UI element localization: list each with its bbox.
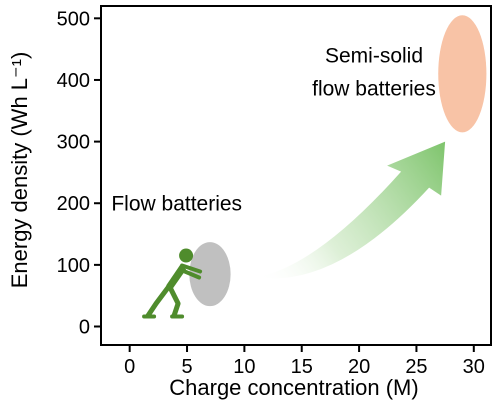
trend-arrow [255,141,446,279]
x-tick-label-25: 25 [405,356,427,378]
y-axis-label: Energy density (Wh L⁻¹) [7,52,32,289]
region-label-semi-solid-line1: Semi-solid [325,45,423,68]
y-axis-ticks: 0 100 200 300 400 500 [57,8,101,339]
y-tick-label-100: 100 [57,255,90,277]
y-tick-label-400: 400 [57,70,90,92]
x-axis-label: Charge concentration (M) [169,375,418,400]
regions-layer [189,15,487,307]
region-label-semi-solid-line2: flow batteries [312,77,436,100]
x-tick-label-5: 5 [181,356,192,378]
x-tick-label-15: 15 [291,356,313,378]
y-tick-label-300: 300 [57,132,90,154]
figure-head [179,248,194,263]
arrow-layer [255,141,446,279]
x-tick-label-0: 0 [124,356,135,378]
y-tick-label-500: 500 [57,8,90,30]
x-tick-label-30: 30 [463,356,485,378]
figure-arms [178,263,203,280]
person-pushing-icon [142,248,203,319]
y-tick-label-200: 200 [57,193,90,215]
region-flow-batteries [189,242,231,307]
x-axis-ticks: 0 5 10 15 20 25 30 [124,345,485,378]
figure-legs [145,285,181,319]
x-tick-label-10: 10 [233,356,255,378]
y-tick-label-0: 0 [79,317,90,339]
x-tick-label-20: 20 [348,356,370,378]
region-label-flow-batteries: Flow batteries [111,193,242,216]
region-semi-solid-flow-batteries [438,15,487,133]
plot-frame [100,5,492,346]
figure-layer [142,248,203,319]
